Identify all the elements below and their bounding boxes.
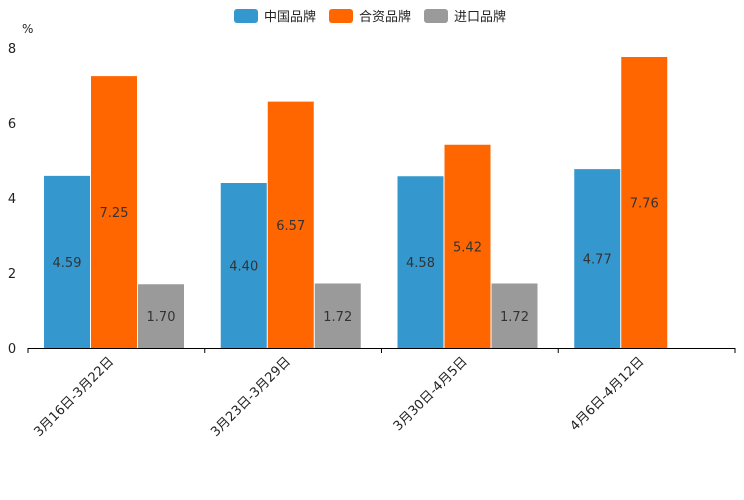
bar-3-2[interactable] xyxy=(314,283,361,349)
data-label: 1.70 xyxy=(147,310,176,325)
data-label: 4.59 xyxy=(53,256,82,271)
y-axis: % 0 2 4 6 8 xyxy=(8,22,34,357)
data-label: 1.72 xyxy=(323,310,352,325)
y-tick-label: 2 xyxy=(8,267,16,282)
y-tick-label: 4 xyxy=(8,192,16,207)
legend-item-label[interactable]: 合资品牌 xyxy=(359,9,411,25)
legend-swatch[interactable] xyxy=(424,9,448,23)
bar-2-1[interactable] xyxy=(91,76,137,348)
bars: 4.59 7.25 1.70 4.40 6.57 1.72 4.58 5.42 1.72 4.77… xyxy=(44,57,668,349)
data-label: 4.77 xyxy=(583,253,612,268)
y-tick-label: 0 xyxy=(8,342,16,357)
data-label: 7.25 xyxy=(100,206,129,221)
x-axis: 3月16日-3月22日 3月23日-3月29日 3月30日-4月5日 4月6日-4月1… xyxy=(27,348,736,440)
bar-3-3[interactable] xyxy=(491,283,538,349)
bar-1-2[interactable] xyxy=(220,183,267,348)
data-label: 6.57 xyxy=(276,219,305,234)
data-label: 5.42 xyxy=(453,240,482,255)
bar-2-3[interactable] xyxy=(444,144,491,348)
data-label: 4.58 xyxy=(406,256,435,271)
y-tick-label: 8 xyxy=(8,42,16,57)
legend-item-label[interactable]: 中国品牌 xyxy=(264,9,316,25)
bar-2-4[interactable] xyxy=(621,57,668,348)
data-label: 4.40 xyxy=(229,260,258,275)
data-label: 7.76 xyxy=(630,197,659,212)
y-axis-unit: % xyxy=(22,22,33,36)
bar-1-3[interactable] xyxy=(397,176,444,348)
x-tick-label: 4月6日-4月12日 xyxy=(568,354,648,434)
legend-swatch[interactable] xyxy=(329,9,353,23)
bar-1-1[interactable] xyxy=(44,175,90,348)
legend: 中国品牌 合资品牌 进口品牌 xyxy=(234,9,506,25)
data-label: 1.72 xyxy=(500,310,529,325)
x-tick-label: 3月30日-4月5日 xyxy=(391,354,471,434)
bar-1-4[interactable] xyxy=(574,169,621,348)
x-tick-label: 3月23日-3月29日 xyxy=(208,354,294,440)
legend-item-label[interactable]: 进口品牌 xyxy=(454,9,506,25)
y-tick-label: 6 xyxy=(8,117,16,132)
bar-2-2[interactable] xyxy=(267,101,314,348)
legend-swatch[interactable] xyxy=(234,9,258,23)
x-tick-label: 3月16日-3月22日 xyxy=(31,354,117,440)
bar-3-1[interactable] xyxy=(138,284,184,348)
